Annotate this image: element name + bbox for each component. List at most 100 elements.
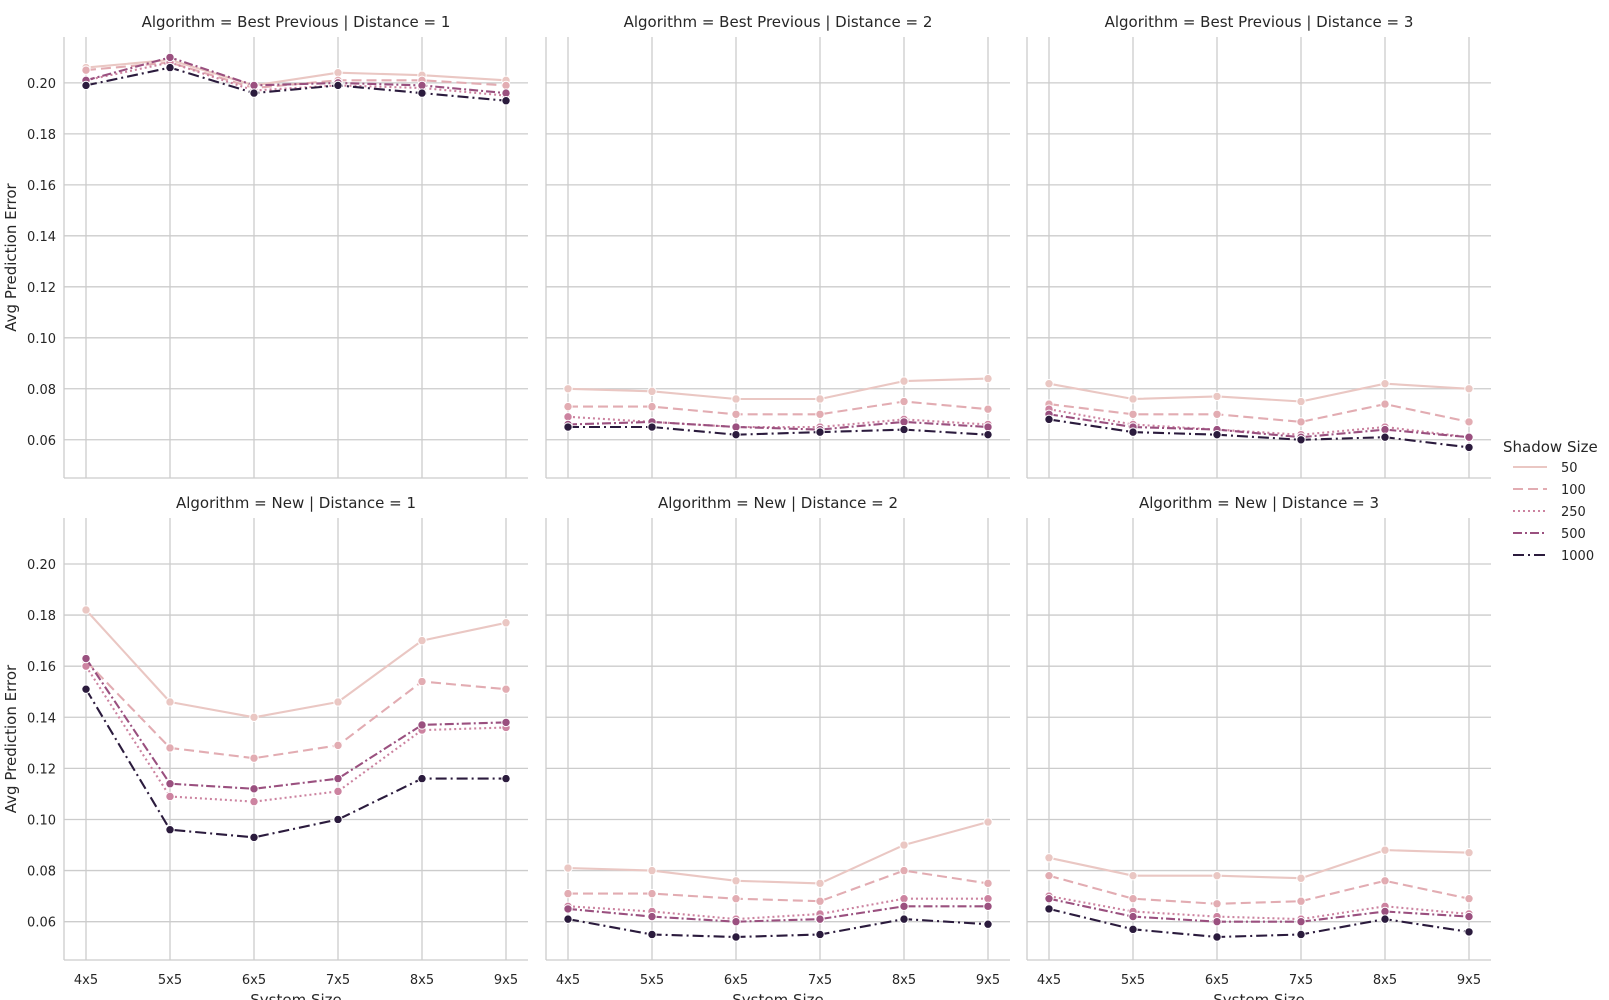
data-point xyxy=(1044,893,1054,904)
legend-entry: 1000 xyxy=(1561,549,1594,564)
data-point xyxy=(501,88,511,98)
data-point xyxy=(1296,873,1306,883)
data-point xyxy=(249,784,259,794)
data-point xyxy=(815,914,825,924)
data-point xyxy=(647,865,657,876)
data-point xyxy=(983,919,993,929)
data-point xyxy=(815,878,825,889)
data-point xyxy=(731,893,741,904)
data-point xyxy=(1380,399,1390,409)
x-tick-label: 8x5 xyxy=(1373,973,1397,988)
data-point xyxy=(647,929,657,940)
data-point xyxy=(983,901,993,912)
data-point xyxy=(81,80,91,91)
data-point xyxy=(501,96,511,106)
x-tick-label: 6x5 xyxy=(724,973,748,988)
x-axis-label: System Size xyxy=(732,991,824,1000)
y-tick-label: 0.14 xyxy=(27,230,56,245)
data-point xyxy=(1128,893,1138,904)
data-point xyxy=(501,618,511,628)
data-point xyxy=(249,796,259,807)
y-axis-label: Avg Prediction Error xyxy=(2,182,20,331)
series-line-1000 xyxy=(1048,418,1470,449)
x-axis-label: System Size xyxy=(1213,991,1305,1000)
facet-panel-2: Algorithm = Best Previous | Distance = 2 xyxy=(545,13,1010,479)
data-point xyxy=(1128,409,1138,419)
facet-panel-6: Algorithm = New | Distance = 3 4x5 5x5 6x5 7… xyxy=(1026,494,1491,1000)
data-point xyxy=(1296,417,1306,427)
y-axis-label: Avg Prediction Error xyxy=(2,664,20,813)
data-point xyxy=(899,424,909,435)
series-line-50 xyxy=(567,377,989,401)
x-tick-label: 7x5 xyxy=(326,973,350,988)
data-point xyxy=(81,653,91,664)
facet-panel-1: Algorithm = Best Previous | Distance = 1… xyxy=(2,13,528,479)
data-point xyxy=(1380,378,1390,389)
y-tick-label: 0.12 xyxy=(27,281,56,296)
series-line-50 xyxy=(1048,382,1470,403)
series-line-100 xyxy=(1048,874,1470,905)
data-point xyxy=(563,412,573,422)
data-point xyxy=(249,753,259,763)
data-point xyxy=(249,80,259,91)
series-line-50 xyxy=(567,820,989,885)
series-line-250 xyxy=(567,415,989,429)
y-tick-label: 0.10 xyxy=(27,332,56,347)
data-point xyxy=(1296,396,1306,407)
x-axis-label: System Size xyxy=(250,991,342,1000)
x-tick-label: 7x5 xyxy=(1289,973,1313,988)
data-point xyxy=(647,386,657,397)
x-tick-label: 5x5 xyxy=(640,973,664,988)
y-tick-label: 0.10 xyxy=(27,813,56,828)
series-line-250 xyxy=(85,665,507,803)
data-point xyxy=(815,427,825,437)
data-point xyxy=(1296,896,1306,906)
x-tick-label: 8x5 xyxy=(892,973,916,988)
data-point xyxy=(417,88,427,98)
series-line-500 xyxy=(85,657,507,790)
data-point xyxy=(1128,427,1138,437)
data-point xyxy=(165,52,175,63)
data-point xyxy=(1464,417,1474,427)
data-point xyxy=(1464,442,1474,453)
series-line-100 xyxy=(1048,403,1470,423)
data-point xyxy=(563,904,573,914)
data-point xyxy=(333,786,343,797)
data-point xyxy=(333,814,343,825)
data-point xyxy=(983,817,993,827)
data-point xyxy=(983,373,993,384)
x-tick-label: 7x5 xyxy=(808,973,832,988)
data-point xyxy=(1464,927,1474,937)
data-point xyxy=(647,422,657,432)
data-point xyxy=(1380,845,1390,855)
data-point xyxy=(815,896,825,906)
data-point xyxy=(899,914,909,924)
data-point xyxy=(1044,904,1054,914)
data-point xyxy=(731,409,741,419)
data-point xyxy=(81,684,91,694)
x-tick-label: 6x5 xyxy=(1205,973,1229,988)
data-point xyxy=(417,80,427,91)
data-point xyxy=(815,409,825,419)
data-point xyxy=(501,80,511,91)
x-tick-label: 5x5 xyxy=(1121,973,1145,988)
y-tick-label: 0.20 xyxy=(27,77,56,92)
data-point xyxy=(1128,911,1138,922)
data-point xyxy=(165,743,175,753)
data-point xyxy=(1044,870,1054,881)
legend-entry: 100 xyxy=(1561,483,1586,498)
x-tick-label: 6x5 xyxy=(242,973,266,988)
data-point xyxy=(501,684,511,694)
data-point xyxy=(899,901,909,912)
data-point xyxy=(647,911,657,922)
data-point xyxy=(1212,916,1222,927)
legend-entry: 50 xyxy=(1561,461,1578,476)
series-line-100 xyxy=(85,660,507,760)
data-point xyxy=(1464,847,1474,858)
data-point xyxy=(563,401,573,412)
data-point xyxy=(165,697,175,707)
panel-title: Algorithm = Best Previous | Distance = 1 xyxy=(142,13,451,31)
data-point xyxy=(1044,378,1054,389)
y-tick-label: 0.06 xyxy=(27,916,56,931)
